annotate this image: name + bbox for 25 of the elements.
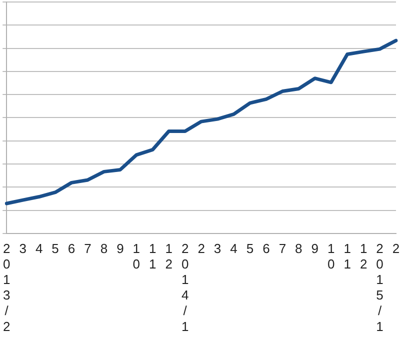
x-tick-label: 2 bbox=[392, 240, 400, 256]
x-tick-label: 11 bbox=[149, 240, 156, 272]
x-tick-label: 2015/1 bbox=[376, 240, 384, 334]
x-tick-label: 10 bbox=[132, 240, 140, 272]
x-tick-label: 12 bbox=[360, 240, 368, 272]
x-tick-label: 2013/2 bbox=[3, 240, 10, 334]
x-tick-label: 11 bbox=[344, 240, 351, 272]
x-tick-label: 7 bbox=[278, 240, 286, 256]
x-tick-label: 8 bbox=[295, 240, 302, 256]
x-tick-label: 5 bbox=[52, 240, 59, 256]
x-tick-label: 4 bbox=[35, 240, 43, 256]
x-tick-label: 2 bbox=[198, 240, 205, 256]
x-tick-label: 6 bbox=[262, 240, 270, 256]
x-tick-label: 9 bbox=[116, 240, 124, 256]
x-tick-label: 3 bbox=[19, 240, 26, 256]
x-tick-label: 12 bbox=[165, 240, 172, 272]
x-tick-label: 10 bbox=[327, 240, 335, 272]
x-tick-label: 2014/1 bbox=[181, 240, 189, 334]
x-tick-label: 9 bbox=[311, 240, 318, 256]
x-tick-label: 3 bbox=[214, 240, 222, 256]
x-tick-label: 8 bbox=[100, 240, 108, 256]
x-tick-label: 7 bbox=[84, 240, 92, 256]
x-tick-label: 5 bbox=[246, 240, 254, 256]
x-tick-label: 6 bbox=[68, 240, 76, 256]
x-tick-label: 4 bbox=[230, 240, 238, 256]
